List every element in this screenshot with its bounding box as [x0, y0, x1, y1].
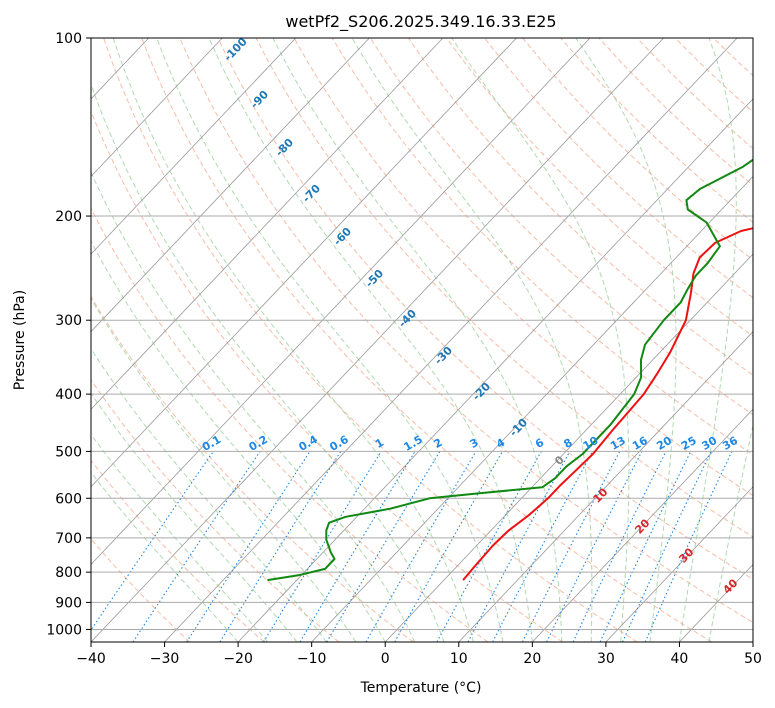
dry-adiabat — [293, 38, 753, 497]
isotherm-line — [311, 175, 753, 642]
isotherm-line — [384, 253, 753, 642]
dry-adiabat — [179, 38, 753, 623]
mixing-ratio-line — [91, 451, 214, 631]
dry-adiabat — [369, 38, 753, 416]
isotherm-line — [164, 38, 738, 642]
mixing-ratio-line — [546, 451, 643, 642]
x-tick-label: −30 — [150, 651, 180, 667]
dry-adiabat — [91, 538, 191, 642]
x-tick-label: 30 — [597, 651, 615, 667]
isotherm-line — [91, 38, 664, 642]
moist-adiabat — [91, 392, 298, 642]
x-tick-label: −40 — [76, 651, 106, 667]
dry-adiabat — [91, 207, 489, 642]
mixing-ratio-line — [219, 451, 342, 642]
mixing-ratio-line — [522, 451, 621, 642]
y-tick-label: 600 — [55, 491, 82, 507]
dry-adiabat — [91, 109, 563, 642]
y-tick-label: 800 — [55, 565, 82, 581]
moist-adiabat — [708, 422, 753, 642]
dry-adiabat — [446, 38, 753, 337]
y-tick-label: 1000 — [46, 622, 82, 638]
isotherm-line — [532, 408, 753, 642]
dry-adiabat — [103, 38, 638, 642]
moist-adiabat — [156, 38, 504, 642]
y-tick-label: 100 — [55, 31, 82, 47]
x-tick-label: 10 — [450, 651, 468, 667]
y-tick-label: 900 — [55, 595, 82, 611]
y-axis: 100 200 300 400 500 600 700 800 900 1000 — [46, 31, 91, 638]
x-tick-label: −20 — [223, 651, 253, 667]
y-tick-label: 700 — [55, 531, 82, 547]
isotherm-line — [91, 38, 370, 333]
moist-adiabat — [451, 38, 630, 642]
isotherm-line — [91, 38, 297, 255]
isotherm-line — [91, 38, 444, 410]
moist-adiabat — [91, 297, 357, 642]
x-tick-label: 20 — [523, 651, 541, 667]
background-lines — [91, 38, 753, 642]
dry-adiabat — [91, 459, 265, 642]
dry-adiabat — [484, 38, 753, 299]
y-tick-label: 400 — [55, 387, 82, 403]
moist-adiabat — [91, 347, 327, 642]
x-tick-label: −10 — [297, 651, 327, 667]
isotherm-line — [91, 38, 517, 488]
mixing-ratio-line — [644, 451, 733, 642]
y-axis-label: Pressure (hPa) — [12, 290, 28, 390]
dry-adiabat — [255, 38, 753, 538]
mixing-ratio-line — [436, 451, 542, 642]
moist-adiabat — [91, 82, 445, 642]
profile-lines — [267, 158, 753, 582]
mixing-ratio-line — [132, 451, 261, 642]
x-tick-label: 50 — [744, 651, 762, 667]
chart-title: wetPf2_S206.2025.349.16.33.E25 — [285, 12, 556, 32]
dewpoint-line — [267, 158, 753, 582]
y-tick-label: 300 — [55, 313, 82, 329]
moist-adiabat — [91, 471, 239, 642]
dry-adiabat — [141, 38, 713, 642]
isotherm-line — [91, 38, 223, 178]
isotherm-line — [458, 331, 753, 642]
moist-adiabat — [678, 38, 737, 642]
moist-adiabat — [112, 38, 474, 642]
moist-adiabat — [208, 38, 533, 642]
x-axis-label: Temperature (°C) — [360, 680, 482, 696]
moist-adiabat — [575, 38, 677, 642]
isotherm-line — [237, 98, 753, 642]
moist-adiabat — [91, 240, 386, 642]
y-tick-label: 500 — [55, 444, 82, 460]
dry-adiabat — [217, 38, 753, 580]
x-tick-label: 0 — [381, 651, 390, 667]
x-tick-label: 40 — [671, 651, 689, 667]
y-tick-label: 200 — [55, 209, 82, 225]
mixing-ratio-line — [467, 451, 571, 642]
isotherm-line — [91, 38, 591, 565]
moist-adiabat — [351, 38, 593, 642]
mixing-ratio-line — [263, 451, 382, 642]
mixing-ratio-line — [186, 451, 311, 642]
isotherm-line — [605, 486, 753, 642]
plot-frame — [90, 37, 754, 643]
x-axis: −40 −30 −20 −10 0 10 20 30 40 50 — [76, 642, 762, 667]
mixing-ratio-line — [394, 451, 503, 642]
